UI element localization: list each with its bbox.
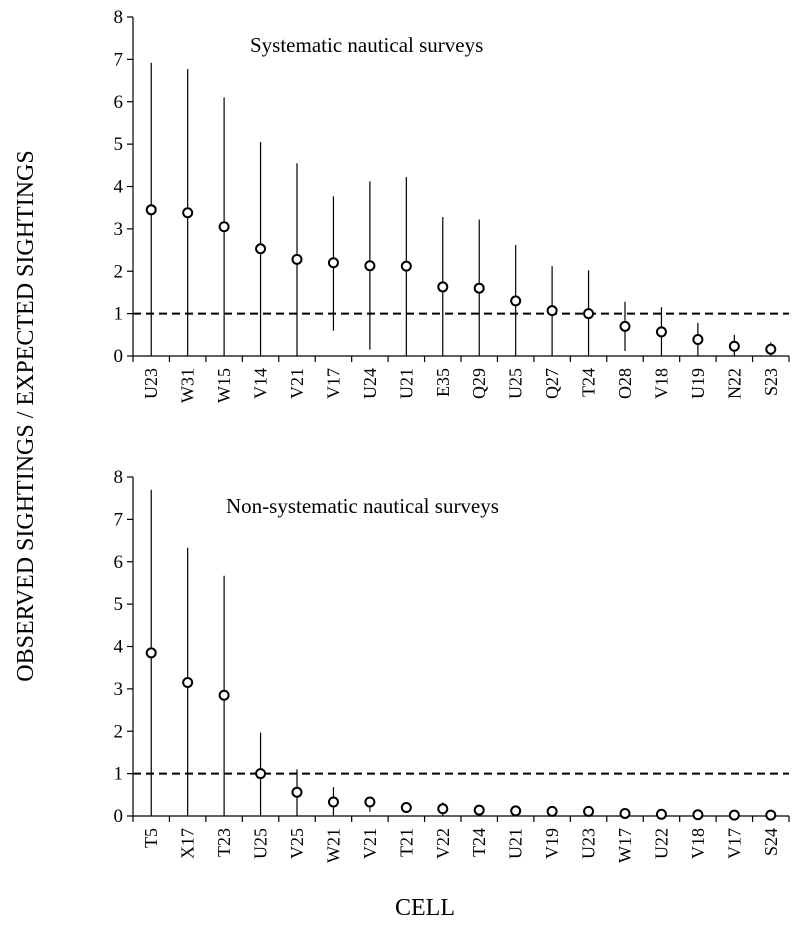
- category-label: U21: [396, 368, 416, 399]
- data-point: [728, 809, 740, 821]
- data-point: [218, 221, 230, 233]
- data-point: [619, 807, 631, 819]
- category-label: U24: [360, 368, 380, 399]
- category-label: U21: [506, 828, 526, 859]
- category-label: E35: [433, 368, 453, 397]
- category-label: T21: [396, 828, 416, 857]
- y-tick-label: 7: [114, 49, 124, 70]
- y-tick-label: 2: [114, 261, 124, 282]
- category-label: U25: [251, 828, 271, 859]
- category-label: T24: [579, 368, 599, 397]
- data-point: [437, 803, 449, 815]
- category-label: S23: [761, 368, 781, 396]
- data-point: [765, 809, 777, 821]
- category-label: V17: [323, 368, 343, 399]
- category-label: U23: [579, 828, 599, 859]
- category-label: O28: [615, 368, 635, 399]
- data-point: [510, 295, 522, 307]
- data-point: [327, 257, 339, 269]
- data-point: [364, 796, 376, 808]
- y-tick-label: 0: [114, 806, 124, 827]
- data-point: [145, 204, 157, 216]
- category-label: V25: [287, 828, 307, 859]
- category-label: S24: [761, 828, 781, 856]
- y-tick-label: 4: [114, 637, 124, 658]
- data-point: [400, 802, 412, 814]
- data-point: [327, 796, 339, 808]
- category-label: V21: [287, 368, 307, 399]
- panel-title: Systematic nautical surveys: [250, 33, 483, 57]
- category-label: V18: [651, 368, 671, 399]
- category-label: V18: [688, 828, 708, 859]
- y-tick-label: 6: [114, 552, 124, 573]
- y-tick-label: 8: [114, 7, 124, 28]
- data-point: [182, 207, 194, 219]
- data-point: [583, 308, 595, 320]
- y-tick-label: 1: [114, 764, 124, 785]
- y-axis-title: OBSERVED SIGHTINGS / EXPECTED SIGHTINGS: [13, 150, 39, 681]
- y-tick-label: 3: [114, 219, 124, 240]
- category-label: V21: [360, 828, 380, 859]
- data-point: [546, 805, 558, 817]
- category-label: V19: [542, 828, 562, 859]
- category-label: X17: [178, 828, 198, 859]
- category-label: V14: [251, 368, 271, 399]
- data-point: [765, 343, 777, 355]
- category-label: W21: [323, 828, 343, 863]
- category-label: T5: [141, 828, 161, 848]
- category-label: W31: [178, 368, 198, 403]
- y-tick-label: 1: [114, 304, 124, 325]
- category-label: U23: [141, 368, 161, 399]
- data-point: [218, 689, 230, 701]
- data-point: [655, 326, 667, 338]
- data-point: [291, 786, 303, 798]
- y-tick-label: 5: [114, 594, 124, 615]
- data-point: [619, 320, 631, 332]
- data-point: [692, 809, 704, 821]
- data-point: [364, 260, 376, 272]
- panel-title: Non-systematic nautical surveys: [226, 494, 499, 518]
- y-tick-label: 4: [114, 177, 124, 198]
- category-label: T24: [469, 828, 489, 857]
- data-point: [255, 768, 267, 780]
- data-point: [546, 305, 558, 317]
- y-tick-label: 7: [114, 509, 124, 530]
- data-point: [400, 260, 412, 272]
- category-label: T23: [214, 828, 234, 857]
- data-point: [437, 281, 449, 293]
- data-point: [655, 808, 667, 820]
- y-tick-label: 3: [114, 679, 124, 700]
- y-tick-label: 0: [114, 346, 124, 367]
- data-point: [728, 340, 740, 352]
- data-point: [182, 677, 194, 689]
- y-tick-label: 6: [114, 92, 124, 113]
- data-point: [145, 647, 157, 659]
- data-point: [583, 805, 595, 817]
- category-label: Q27: [542, 368, 562, 399]
- x-axis-title: CELL: [395, 895, 455, 921]
- category-label: N22: [724, 368, 744, 399]
- category-label: W15: [214, 368, 234, 403]
- category-label: W17: [615, 828, 635, 863]
- category-label: U25: [506, 368, 526, 399]
- y-tick-label: 5: [114, 134, 124, 155]
- bottom-panel-non-systematic: Non-systematic nautical surveys 0 1 2 3 4 5 6 7…: [114, 467, 790, 863]
- data-point: [692, 333, 704, 345]
- data-point: [510, 805, 522, 817]
- data-point: [473, 804, 485, 816]
- data-point: [473, 282, 485, 294]
- data-point: [291, 253, 303, 265]
- y-tick-label: 2: [114, 721, 124, 742]
- category-label: V22: [433, 828, 453, 859]
- top-panel-systematic: Systematic nautical surveys 0 1 2 3 4 5 6 7 8 U23…: [114, 7, 790, 403]
- y-tick-label: 8: [114, 467, 124, 488]
- data-point: [255, 243, 267, 255]
- category-label: V17: [724, 828, 744, 859]
- category-label: Q29: [469, 368, 489, 399]
- category-label: U19: [688, 368, 708, 399]
- category-label: U22: [651, 828, 671, 859]
